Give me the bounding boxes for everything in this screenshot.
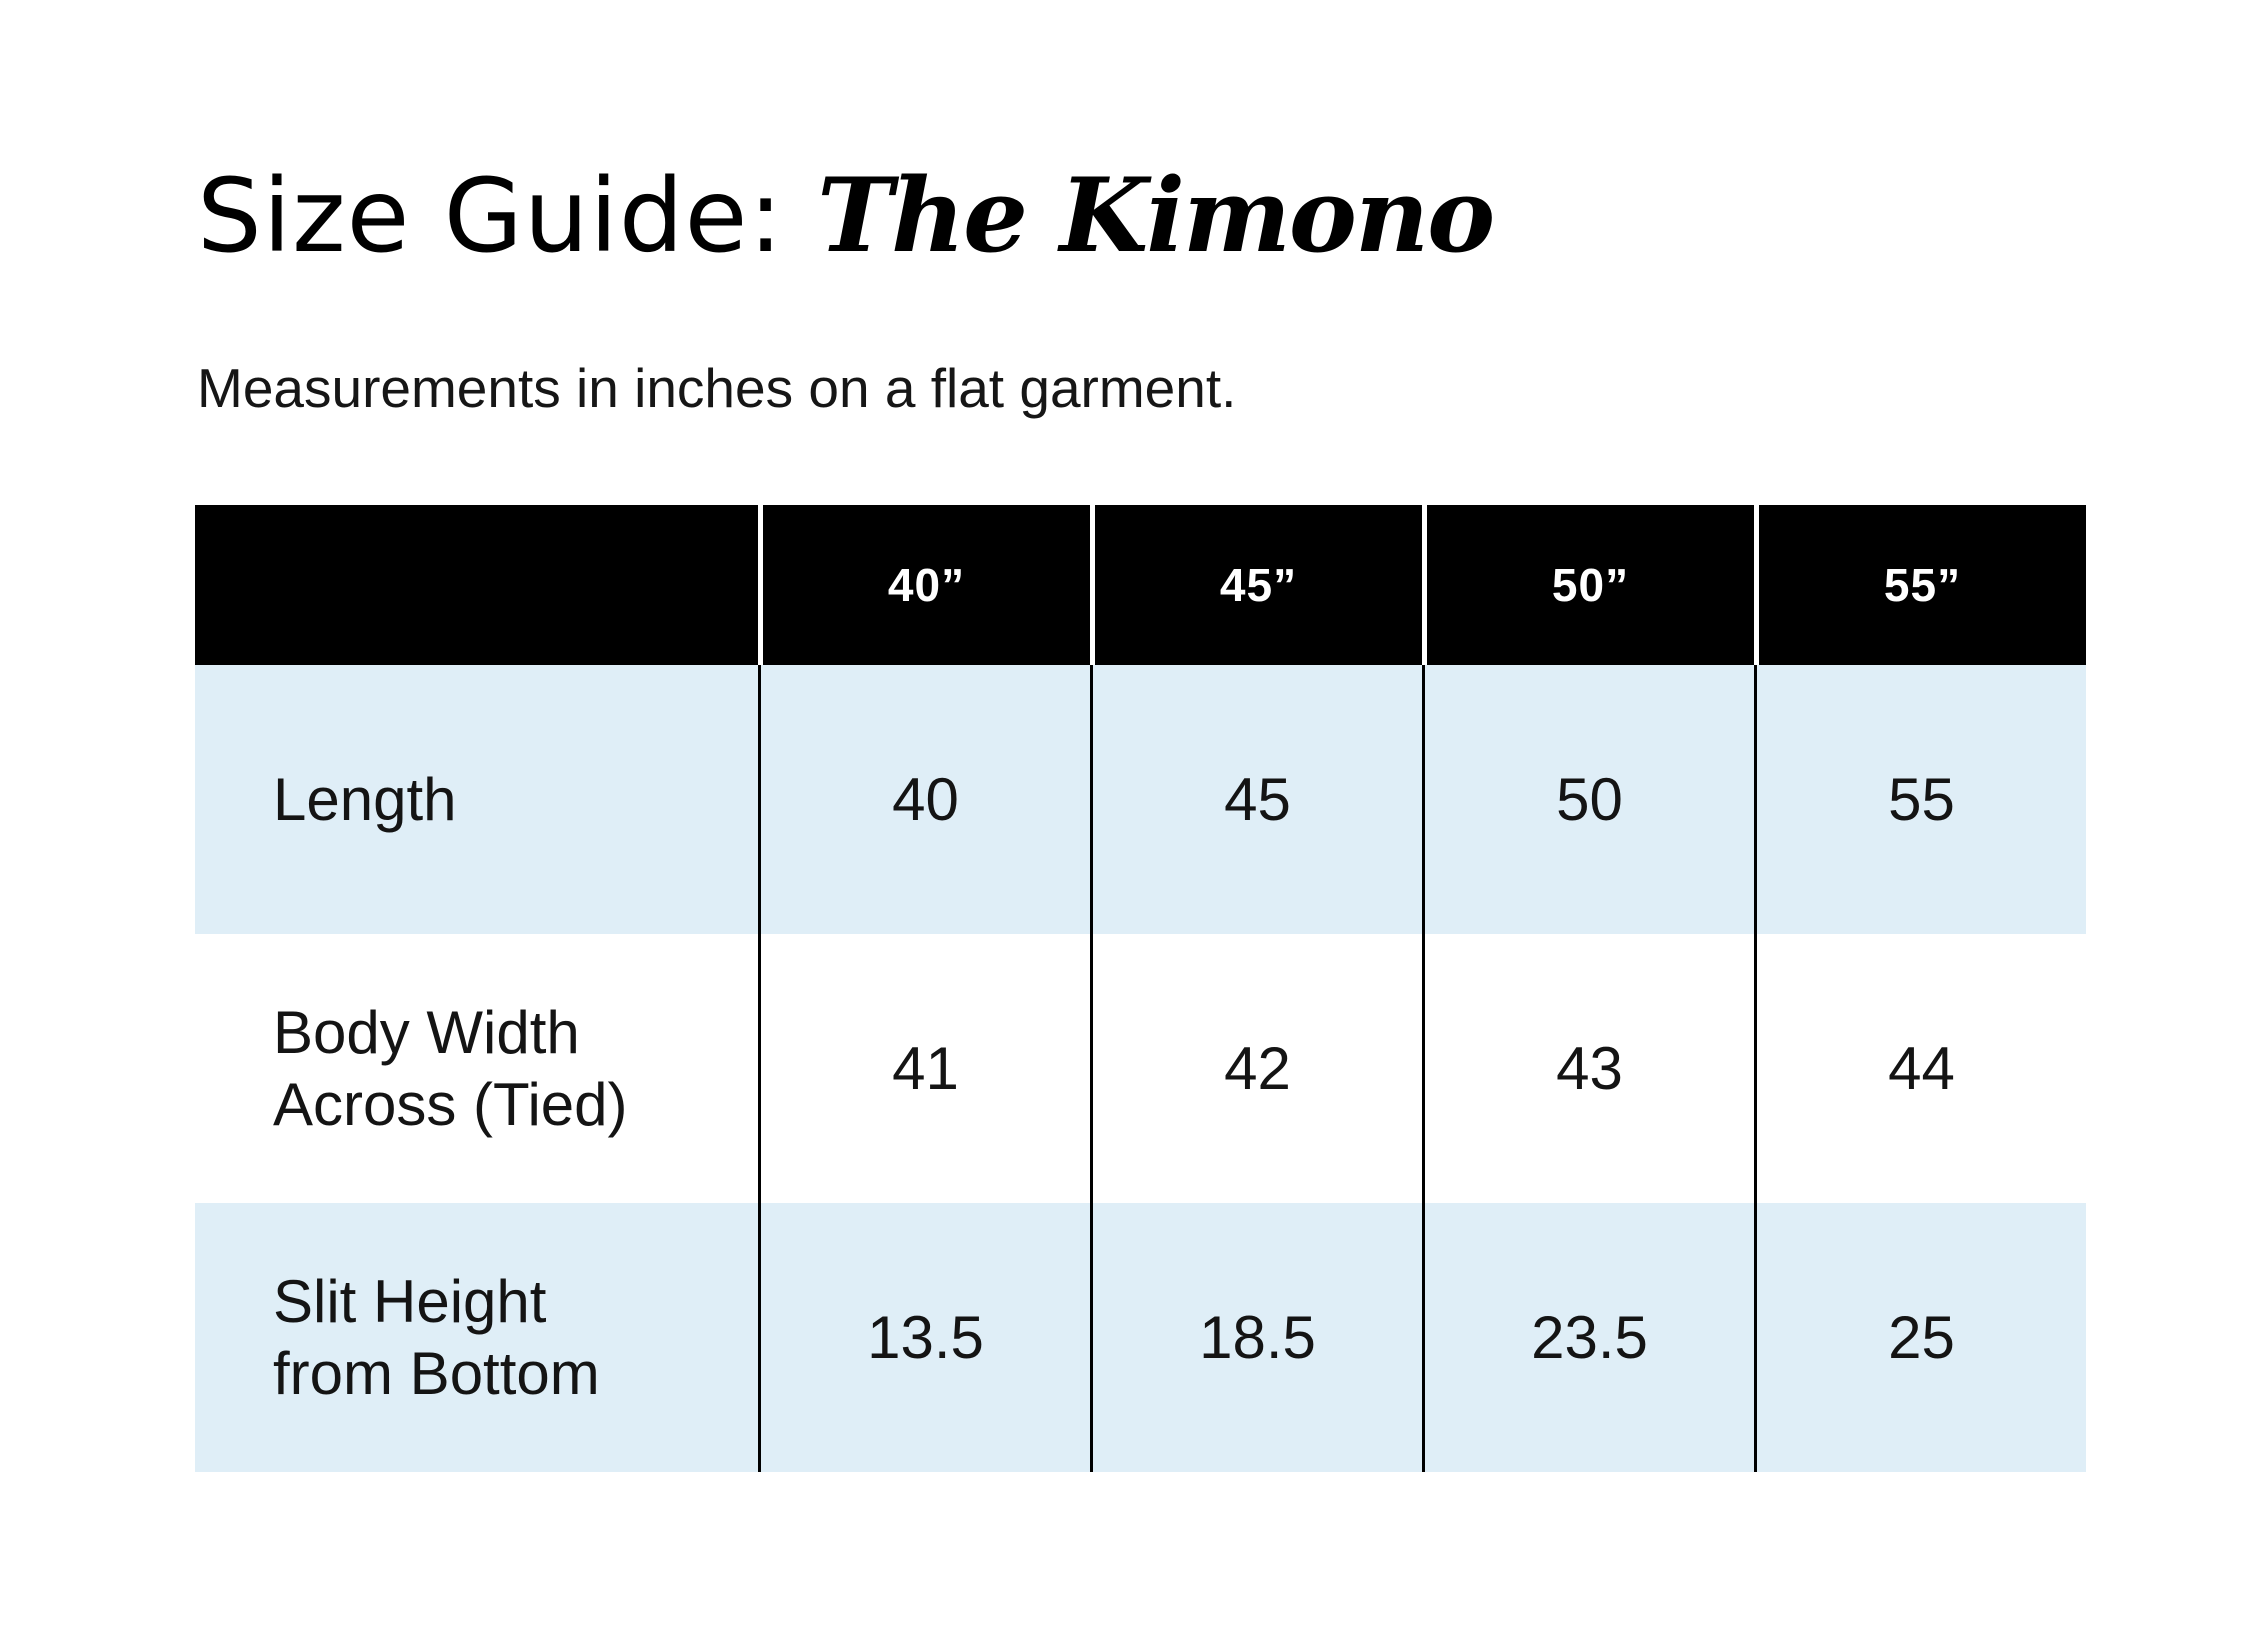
table-cell: 23.5 <box>1422 1203 1754 1473</box>
table-cell: 40 <box>758 665 1090 935</box>
measurement-note: Measurements in inches on a flat garment… <box>197 357 1237 420</box>
row-label: Slit Height from Bottom <box>195 1203 758 1473</box>
table-row-length: Length 40 45 50 55 <box>195 665 2086 935</box>
table-cell: 42 <box>1090 934 1422 1204</box>
table-cell: 45 <box>1090 665 1422 935</box>
table-cell: 55 <box>1754 665 2086 935</box>
table-cell: 43 <box>1422 934 1754 1204</box>
table-cell: 50 <box>1422 665 1754 935</box>
corner-blank-cell <box>195 505 758 666</box>
table-cell: 13.5 <box>758 1203 1090 1473</box>
table-header-row: 40” 45” 50” 55” <box>195 505 2086 666</box>
column-header-size-55: 55” <box>1754 505 2086 666</box>
row-label: Length <box>195 665 758 935</box>
row-label: Body Width Across (Tied) <box>195 934 758 1204</box>
table-cell: 41 <box>758 934 1090 1204</box>
table-row-slit-height: Slit Height from Bottom 13.5 18.5 23.5 2… <box>195 1203 2086 1473</box>
column-header-size-50: 50” <box>1422 505 1754 666</box>
page-title: Size Guide: The Kimono <box>197 156 2262 276</box>
product-name: The Kimono <box>817 156 1495 276</box>
table-cell: 44 <box>1754 934 2086 1204</box>
column-header-size-45: 45” <box>1090 505 1422 666</box>
size-guide-table: 40” 45” 50” 55” Length 40 45 50 55 Body … <box>195 505 2086 1473</box>
page-title-prefix: Size Guide: <box>197 157 818 276</box>
table-row-body-width: Body Width Across (Tied) 41 42 43 44 <box>195 934 2086 1204</box>
column-header-size-40: 40” <box>758 505 1090 666</box>
table-cell: 18.5 <box>1090 1203 1422 1473</box>
table-cell: 25 <box>1754 1203 2086 1473</box>
size-guide-section: Size Guide: The Kimono Measurements in i… <box>195 156 2262 1473</box>
